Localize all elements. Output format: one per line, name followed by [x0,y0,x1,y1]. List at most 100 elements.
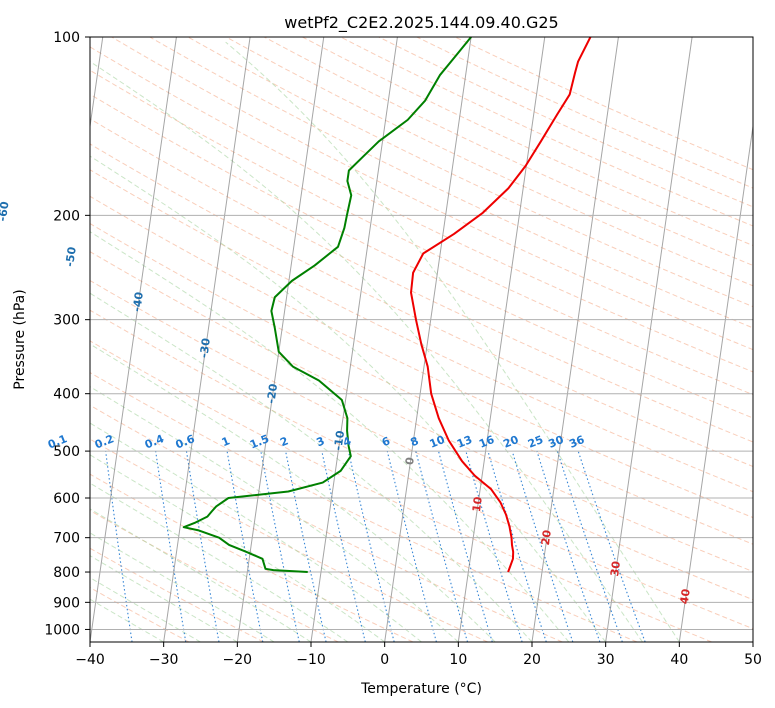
isotherm-label: 40 [678,588,693,605]
dry-adiabat [90,223,753,545]
moist-adiabat [90,155,607,642]
moist-adiabat [90,577,201,642]
mixing-ratio-line [185,451,220,642]
dry-adiabat [378,37,753,208]
temperature-profile [410,37,592,573]
mixing-ratio-line [105,451,133,642]
mixing-ratio-label: 25 [526,433,545,451]
dry-adiabat [454,37,753,171]
isotherm-label: -10 [331,429,347,451]
mixing-ratio-labels: 0.1 0.2 0.4 0.6 1 1.5 2 3 4 6 8 10 13 16 20 25 30 36 [46,432,587,452]
dry-adiabat [90,340,712,642]
moist-adiabat [225,41,680,642]
isotherm-line [236,37,325,642]
x-axis: −40 −30 −20 −10 0 10 20 30 40 50 [75,642,762,668]
dry-adiabat [340,37,753,227]
mixing-ratio-label: 10 [428,433,447,451]
y-tick-label: 900 [53,595,80,611]
moist-adiabat [90,598,164,642]
isotherm-line [605,37,693,642]
mixing-ratio-line [465,450,523,642]
mixing-ratio-line [556,450,623,642]
dry-adiabat [90,473,414,642]
mixing-ratio-label: 1 [220,434,232,449]
x-tick-label: 0 [380,652,389,668]
isotherm-label: -60 [0,200,12,222]
mixing-ratio-label: 0.4 [143,432,166,451]
dry-adiabat [90,309,753,630]
y-tick-label: 400 [53,387,80,403]
y-axis-label: Pressure (hPa) [12,289,28,389]
x-tick-label: −10 [296,652,326,668]
isotherm-label: -30 [197,337,213,359]
mixing-ratio-label: 8 [409,434,421,449]
profiles [182,37,592,574]
dry-adiabat [90,93,753,419]
mixing-ratio-line [511,450,574,642]
dry-adiabat [90,509,339,642]
x-tick-label: 20 [523,652,541,668]
mixing-ratio-label: 2 [278,434,290,449]
y-tick-label: 1000 [44,622,80,638]
isotherm-line [90,37,177,642]
dry-adiabat [90,547,264,642]
plot-frame [89,36,754,643]
dry-adiabat [149,37,753,329]
dry-adiabat [90,195,753,519]
y-axis: 100 200 300 400 500 600 700 800 900 1000 [44,30,90,638]
mixing-ratio-line [155,451,187,642]
isotherm-line [163,37,251,642]
background-lines [90,37,753,642]
x-tick-label: 30 [597,652,615,668]
isotherm-line [457,37,546,642]
mixing-ratio-label: 36 [567,433,586,451]
moist-adiabat [90,343,496,642]
isotherm-label: 20 [539,529,554,546]
y-tick-label: 200 [53,208,80,224]
y-tick-label: 600 [53,491,80,507]
mixing-ratio-label: 13 [455,433,474,451]
dry-adiabat [90,169,753,493]
y-tick-label: 500 [53,444,80,460]
isotherm-line [531,37,619,642]
isotherm-line [752,638,753,642]
mixing-ratio-label: 3 [315,434,327,449]
x-tick-label: 10 [449,652,467,668]
dry-adiabat [264,37,753,267]
dry-adiabat [225,37,753,287]
moist-adiabat [90,60,643,642]
dry-adiabat [90,251,753,573]
dry-adiabat [90,438,488,642]
dry-adiabat [90,46,753,373]
dry-adiabat [416,37,753,189]
mixing-ratio-line [577,450,646,642]
moist-adiabat [90,422,422,642]
dry-adiabat [90,586,190,642]
moist-adiabat [90,454,385,642]
mixing-ratio-line [321,450,366,642]
mixing-ratio-line [347,450,395,642]
mixing-ratio-line [226,451,264,642]
y-tick-label: 300 [53,313,80,329]
y-tick-label: 100 [53,30,80,46]
mixing-ratio-line [487,450,547,642]
isotherm-label: 10 [470,495,485,512]
dry-adiabat [90,372,638,642]
dry-adiabat [111,37,753,351]
mixing-ratio-line [415,450,469,642]
mixing-ratio-line [260,450,300,642]
dry-adiabat [90,279,753,601]
isotherm-label: -20 [264,383,280,405]
moist-adiabat [90,386,459,642]
isotherm-label: -50 [63,246,79,268]
mixing-ratio-label: 6 [380,434,392,449]
mixing-ratio-line [386,450,437,642]
mixing-ratio-line [536,450,601,642]
mixing-ratio-line [285,450,327,642]
dry-adiabat [90,143,753,468]
mixing-ratio-label: 0.2 [93,432,116,451]
mixing-ratio-label: 30 [547,433,566,451]
isotherm-line [310,37,398,642]
dewpoint-profile [182,37,472,574]
